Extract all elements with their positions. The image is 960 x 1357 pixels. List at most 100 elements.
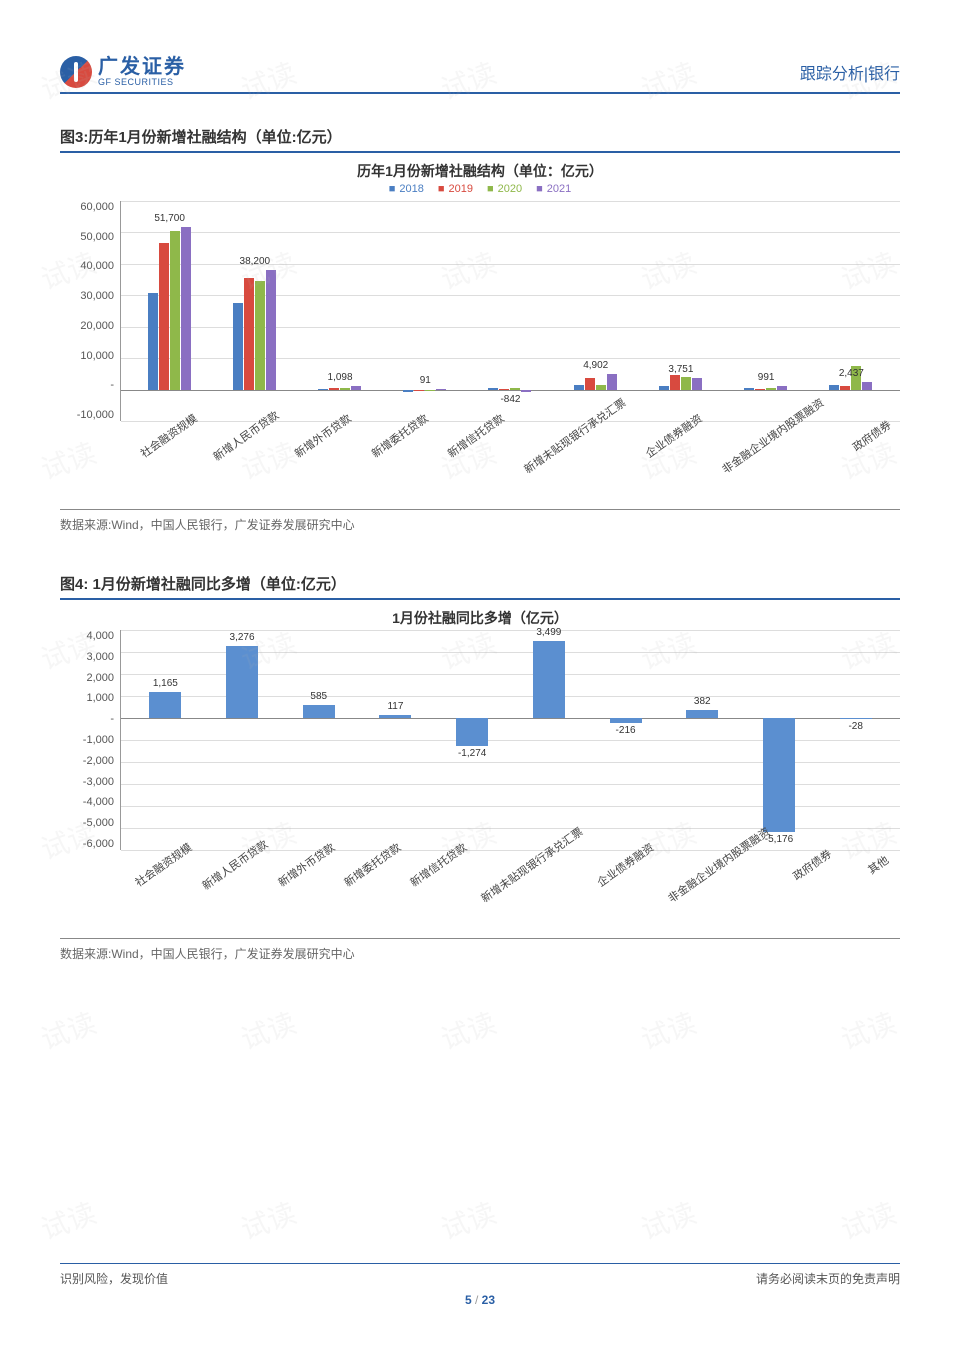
page-header: 广发证券 GF SECURITIES 跟踪分析|银行 — [60, 56, 900, 94]
chart4-title: 1月份社融同比多增（亿元） — [60, 608, 900, 628]
header-category: 跟踪分析|银行 — [800, 60, 900, 84]
ytick-label: 40,000 — [80, 260, 114, 272]
bar — [840, 718, 872, 719]
watermark: 试读 — [835, 1192, 901, 1249]
bar — [233, 303, 243, 389]
bar — [744, 388, 754, 390]
ytick-label: 20,000 — [80, 320, 114, 332]
bar-value-label: 991 — [758, 372, 775, 383]
figure3-caption: 图3:历年1月份新增社融结构（单位:亿元） — [60, 122, 900, 153]
ytick-label: 30,000 — [80, 290, 114, 302]
ytick-label: -10,000 — [77, 409, 114, 421]
bar-group: 91 — [383, 201, 468, 421]
logo: 广发证券 GF SECURITIES — [60, 56, 186, 88]
bar — [149, 692, 181, 718]
legend-label: 2018 — [399, 183, 423, 195]
bar — [862, 382, 872, 390]
bar — [686, 710, 718, 718]
ytick-label: -4,000 — [83, 796, 114, 808]
bar — [244, 278, 254, 390]
logo-icon — [60, 56, 92, 88]
bar — [510, 388, 520, 389]
bar — [266, 270, 276, 390]
bar-group: -5,176 — [741, 630, 818, 850]
bar-group: 117 — [357, 630, 434, 850]
logo-name-en: GF SECURITIES — [98, 78, 186, 88]
watermark: 试读 — [35, 1192, 101, 1249]
bar-value-label: 2,437 — [839, 368, 864, 379]
bar-value-label: 585 — [310, 691, 327, 702]
bar — [318, 389, 328, 390]
bar-value-label: 3,276 — [230, 632, 255, 643]
ytick-label: -3,000 — [83, 776, 114, 788]
ytick-label: 2,000 — [86, 672, 114, 684]
watermark: 试读 — [435, 1192, 501, 1249]
bar — [840, 386, 850, 389]
legend-label: 2020 — [498, 183, 522, 195]
footer-left: 识别风险，发现价值 — [60, 1270, 168, 1287]
legend-marker: ■ — [438, 183, 445, 195]
bar-group: 3,499 — [511, 630, 588, 850]
bar-group: 3,751 — [638, 201, 723, 421]
page-number: 5 / 23 — [0, 1293, 960, 1307]
bar — [659, 386, 669, 390]
bar — [763, 718, 795, 832]
bar — [670, 375, 680, 389]
chart4-yaxis: 4,0003,0002,0001,000--1,000-2,000-3,000-… — [60, 630, 120, 850]
ytick-label: 60,000 — [80, 201, 114, 213]
figure3-source: 数据来源:Wind，中国人民银行，广发证券发展研究中心 — [60, 516, 900, 533]
ytick-label: 10,000 — [80, 350, 114, 362]
figure4-caption: 图4: 1月份新增社融同比多增（单位:亿元） — [60, 569, 900, 600]
ytick-label: -6,000 — [83, 838, 114, 850]
ytick-label: 4,000 — [86, 630, 114, 642]
bar — [340, 388, 350, 390]
bar-value-label: 38,200 — [240, 256, 271, 267]
watermark: 试读 — [635, 1192, 701, 1249]
bar — [159, 243, 169, 389]
footer-right: 请务必阅读末页的免责声明 — [756, 1270, 900, 1287]
bar — [255, 281, 265, 389]
chart3-yaxis: 60,00050,00040,00030,00020,00010,000--10… — [60, 201, 120, 421]
watermark: 试读 — [235, 1192, 301, 1249]
bar — [585, 378, 595, 390]
bar-group: 51,700 — [127, 201, 212, 421]
bar-value-label: 382 — [694, 696, 711, 707]
ytick-label: -2,000 — [83, 755, 114, 767]
legend-marker: ■ — [389, 183, 396, 195]
bar-group: 2,437 — [809, 201, 894, 421]
chart3-xaxis: 社会融资规模新增人民币贷款新增外币贷款新增委托贷款新增信托贷款新增未贴现银行承兑… — [120, 421, 900, 501]
bar — [596, 385, 606, 389]
legend-label: 2019 — [449, 183, 473, 195]
bar — [379, 715, 411, 718]
bar — [499, 389, 509, 390]
figure4-chart: 1月份社融同比多增（亿元） 4,0003,0002,0001,000--1,00… — [60, 608, 900, 939]
legend-label: 2021 — [547, 183, 571, 195]
ytick-label: -5,000 — [83, 817, 114, 829]
bar — [777, 386, 787, 389]
bar-value-label: 1,098 — [328, 372, 353, 383]
chart3-legend: ■2018■2019■2020■2021 — [60, 183, 900, 195]
bar — [533, 641, 565, 718]
ytick-label: 1,000 — [86, 692, 114, 704]
chart3-title: 历年1月份新增社融结构（单位：亿元） — [60, 161, 900, 181]
bar — [692, 378, 702, 390]
legend-item: ■2018 — [389, 183, 424, 195]
legend-marker: ■ — [487, 183, 494, 195]
bar — [681, 377, 691, 389]
ytick-label: -1,000 — [83, 734, 114, 746]
legend-item: ■ 2020 — [487, 183, 522, 195]
logo-name-cn: 广发证券 — [98, 56, 186, 78]
bar-value-label: 51,700 — [154, 213, 185, 224]
bar-value-label: -216 — [616, 725, 636, 736]
bar — [574, 385, 584, 389]
bar-group: -216 — [587, 630, 664, 850]
bar-value-label: -28 — [848, 721, 862, 732]
figure4-source: 数据来源:Wind，中国人民银行，广发证券发展研究中心 — [60, 945, 900, 962]
bar-group: -842 — [468, 201, 553, 421]
bar — [610, 718, 642, 723]
bar — [829, 385, 839, 389]
bar — [303, 705, 335, 718]
bar-group: 585 — [280, 630, 357, 850]
bar-group: 991 — [724, 201, 809, 421]
bar-value-label: 91 — [420, 375, 431, 386]
